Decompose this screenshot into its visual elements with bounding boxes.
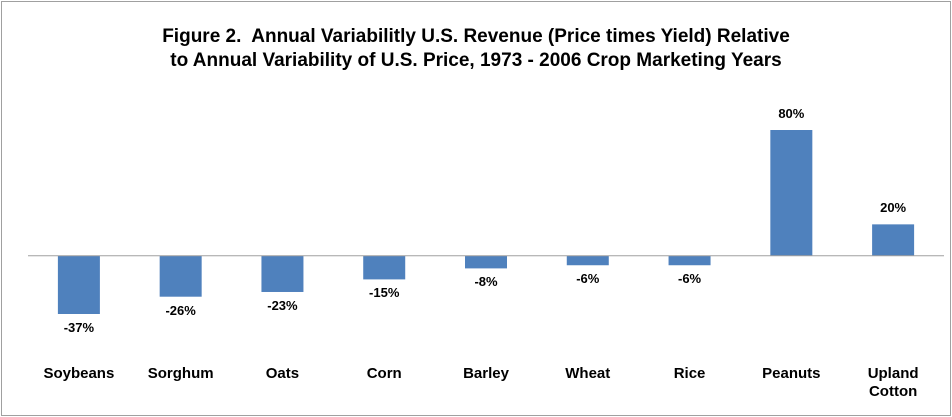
x-tick-label: Upland Cotton: [867, 365, 919, 400]
x-tick-label: Wheat: [565, 365, 611, 382]
bar: [159, 255, 202, 297]
x-tick-label: Oats: [265, 365, 300, 382]
x-tick-label: Sorghum: [147, 365, 214, 382]
data-label: -6%: [576, 271, 600, 287]
x-tick-label: Corn: [366, 365, 402, 382]
data-label: -37%: [63, 320, 95, 335]
chart-title: Figure 2. Annual Variabilitly U.S. Reven…: [162, 26, 790, 47]
x-tick-label: Soybeans: [43, 365, 115, 382]
bar: [363, 255, 406, 280]
data-label: -26%: [165, 302, 196, 318]
bar: [566, 255, 609, 266]
x-tick-label: Barley: [463, 365, 509, 382]
data-label: -23%: [267, 297, 298, 313]
data-label: -15%: [369, 285, 400, 301]
bar: [872, 224, 915, 256]
bar: [770, 130, 813, 256]
data-label: -8%: [474, 274, 498, 290]
bar: [261, 255, 304, 292]
bar: [57, 255, 100, 314]
bar: [465, 255, 507, 269]
x-tick-label: Peanuts: [762, 365, 821, 382]
data-label: 80%: [778, 106, 805, 121]
bar: [668, 255, 711, 266]
data-label: -6%: [677, 271, 702, 287]
data-label: 20%: [880, 200, 907, 216]
chart-title: to Annual Variability of U.S. Price, 197…: [170, 50, 782, 71]
x-tick-label: Rice: [673, 365, 706, 382]
